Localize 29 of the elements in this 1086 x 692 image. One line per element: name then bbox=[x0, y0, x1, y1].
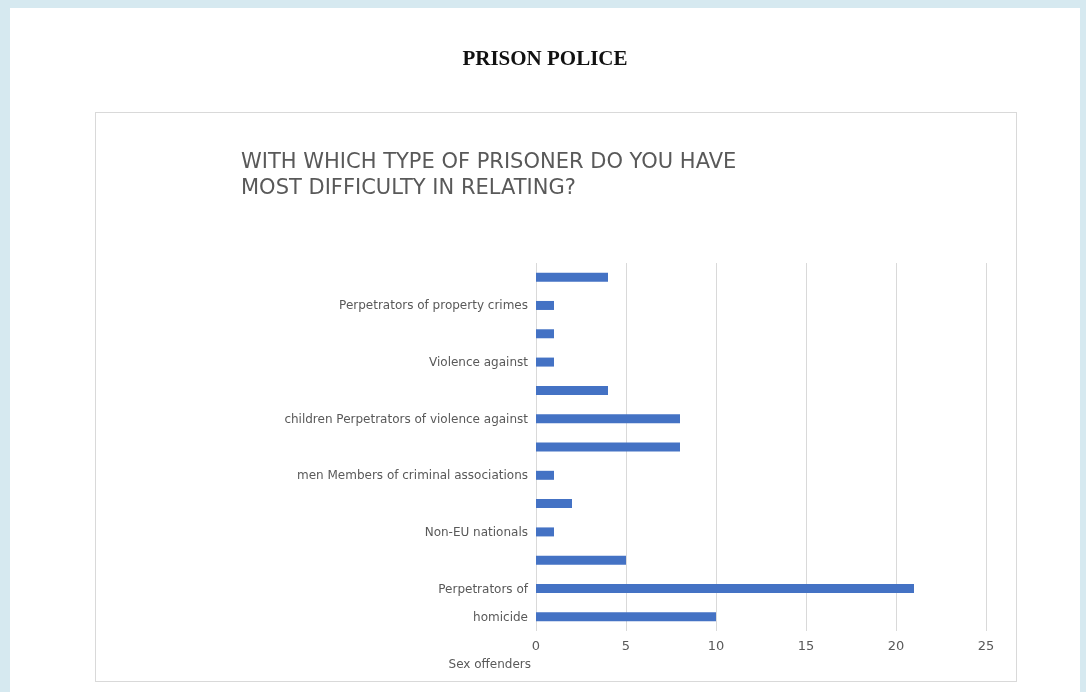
y-tick-label: Perpetrators of property crimes bbox=[339, 298, 528, 313]
bar bbox=[536, 527, 554, 537]
bar bbox=[536, 470, 554, 480]
x-tick-label: 5 bbox=[621, 638, 631, 653]
y-tick-label: children Perpetrators of violence against bbox=[284, 411, 529, 426]
bar bbox=[536, 612, 716, 622]
bar bbox=[536, 555, 626, 565]
x-tick-label: 15 bbox=[797, 638, 815, 653]
bar bbox=[536, 300, 554, 310]
y-tick-label: Non-EU nationals bbox=[424, 524, 528, 539]
bar bbox=[536, 499, 572, 509]
bar bbox=[536, 357, 554, 367]
bar bbox=[536, 272, 608, 282]
y-tick-label: men Members of criminal associations bbox=[296, 468, 528, 483]
y-tick-label: Violence against bbox=[429, 355, 529, 370]
bar bbox=[536, 584, 914, 594]
bar bbox=[536, 414, 680, 424]
chart-subtitle: WITH WHICH TYPE OF PRISONER DO YOU HAVE MOST DIFFICULTY IN RELATING? bbox=[241, 149, 743, 199]
x-tick-label: 25 bbox=[977, 638, 995, 653]
bar bbox=[536, 385, 608, 395]
chart-title: PRISON POLICE bbox=[461, 46, 629, 71]
y-tick-label: Perpetrators of bbox=[438, 581, 529, 596]
text: Sex offenders bbox=[448, 657, 532, 671]
x-tick-label: 20 bbox=[887, 638, 905, 653]
bar bbox=[536, 329, 554, 339]
x-tick-label: 0 bbox=[531, 638, 541, 653]
y-tick-label: homicide bbox=[473, 609, 528, 624]
x-tick-label: 10 bbox=[707, 638, 725, 653]
bar bbox=[536, 442, 680, 452]
